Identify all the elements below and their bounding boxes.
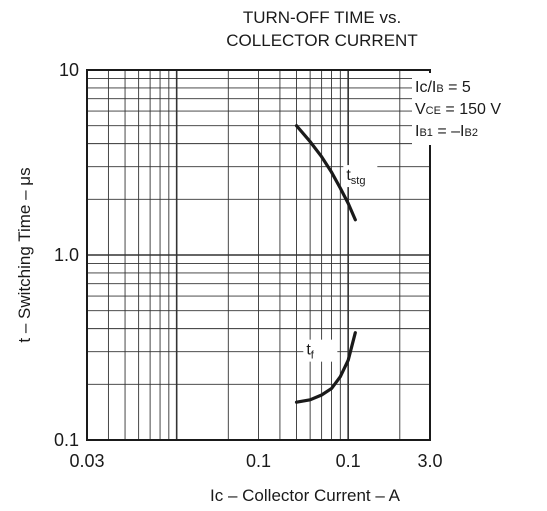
- x-tick-label: 0.1: [246, 451, 271, 471]
- x-tick-label: 0.1: [336, 451, 361, 471]
- condition-line: Ic/IB = 5: [415, 79, 471, 96]
- conditions-background: [412, 73, 532, 145]
- y-tick-labels: 10 1.0 0.1: [54, 60, 79, 450]
- series-label-tstg: tstg: [346, 167, 365, 187]
- condition-line: VCE = 150 V: [415, 101, 501, 118]
- chart-title-line-1: TURN-OFF TIME vs.: [243, 8, 401, 27]
- y-axis-label: t – Switching Time – μs: [15, 167, 34, 342]
- series-label-background: [343, 165, 378, 188]
- series-group: tstg tf: [294, 124, 378, 404]
- series-line-tstg: [294, 124, 357, 222]
- x-tick-label: 0.03: [69, 451, 104, 471]
- chart-title-line-2: COLLECTOR CURRENT: [226, 31, 417, 50]
- series-label-tf: tf: [306, 342, 314, 362]
- condition-line: IB1 = –IB2: [415, 123, 478, 140]
- y-tick-label: 10: [59, 60, 79, 80]
- plot-frame: [86, 69, 431, 441]
- grid: [87, 70, 430, 440]
- chart-title: TURN-OFF TIME vs. COLLECTOR CURRENT: [226, 8, 417, 50]
- series-line-tf: [294, 331, 357, 404]
- conditions-box: Ic/IB = 5 VCE = 150 V IB1 = –IB2: [412, 73, 532, 145]
- x-tick-label: 3.0: [417, 451, 442, 471]
- x-tick-labels: 0.03 0.1 0.1 3.0: [69, 451, 442, 471]
- series-label-background: [303, 339, 338, 362]
- x-axis-label: Ic – Collector Current – A: [210, 486, 401, 505]
- y-tick-label: 0.1: [54, 430, 79, 450]
- y-tick-label: 1.0: [54, 245, 79, 265]
